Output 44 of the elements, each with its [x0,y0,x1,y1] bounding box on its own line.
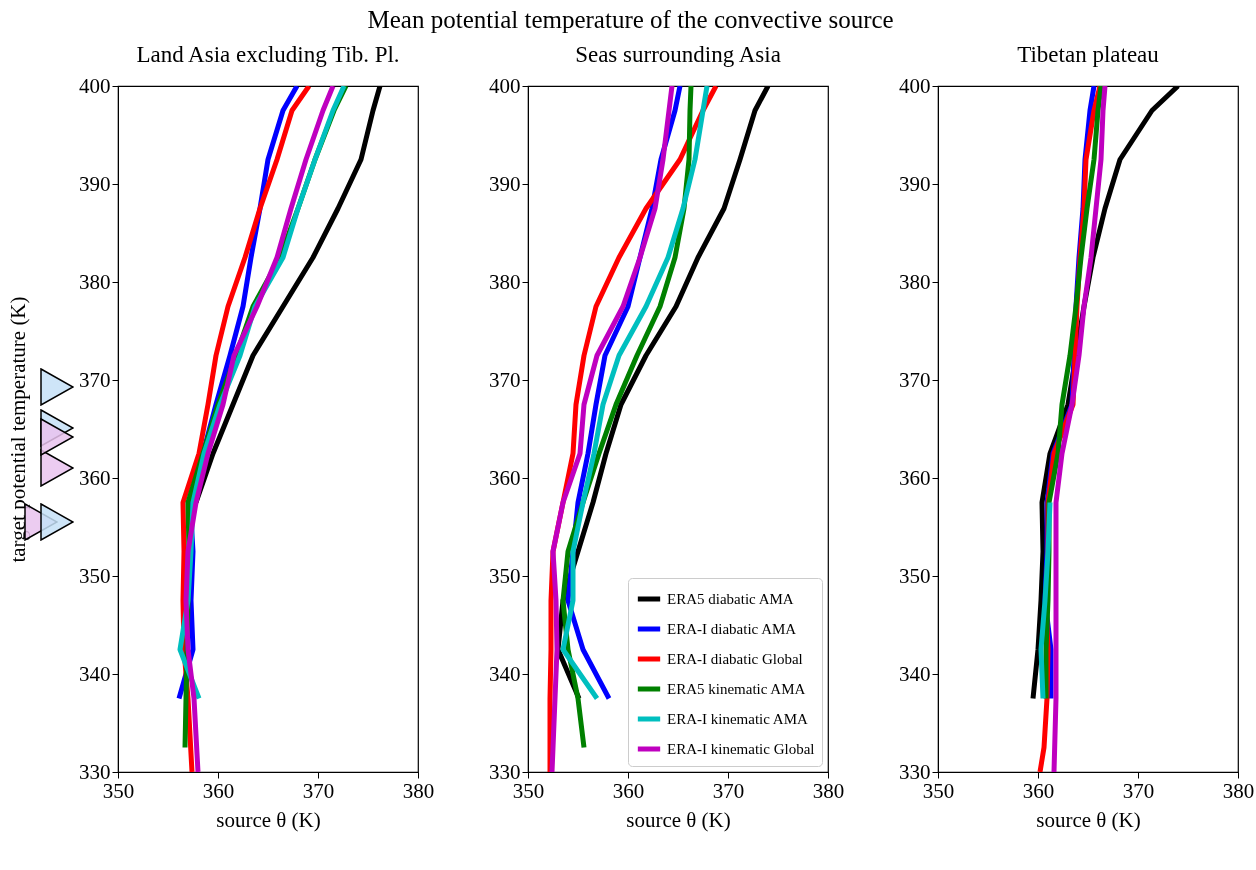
x-tick-label: 360 [1022,778,1055,803]
y-tick-label: 350 [899,563,931,588]
legend-label: ERA-I kinematic AMA [667,711,808,727]
chart-title: Seas surrounding Asia [575,42,781,67]
y-tick-label: 400 [899,73,931,98]
y-axis-title: target potential temperature (K) [6,296,30,563]
text: Mean potential temperature of the convective source [367,6,894,34]
x-tick-label: 370 [1122,778,1155,803]
y-tick-label: 390 [899,171,931,196]
y-tick-label: 390 [489,171,521,196]
y-tick-label: 360 [489,465,521,490]
y-tick-label: 350 [489,563,521,588]
y-tick-label: 370 [899,367,931,392]
x-tick-label: 370 [302,778,335,803]
y-tick-label: 400 [489,73,521,98]
x-axis-title: source θ (K) [1036,807,1141,832]
x-tick-label: 370 [712,778,745,803]
x-tick-label: 380 [812,778,845,803]
x-tick-label: 360 [202,778,235,803]
y-tick-label: 400 [79,73,111,98]
y-tick-label: 340 [899,661,931,686]
x-axis-title: source θ (K) [216,807,321,832]
y-tick-label: 340 [79,661,111,686]
chart-title: Tibetan plateau [1017,42,1160,67]
y-tick-label: 340 [489,661,521,686]
legend-label: ERA-I diabatic Global [667,651,803,667]
y-tick-label: 380 [489,269,521,294]
y-tick-label: 360 [899,465,931,490]
y-tick-label: 370 [79,367,111,392]
y-tick-label: 370 [489,367,521,392]
y-tick-label: 380 [899,269,931,294]
x-axis-title: source θ (K) [626,807,731,832]
y-tick-label: 390 [79,171,111,196]
chart-title: Land Asia excluding Tib. Pl. [136,42,400,67]
y-tick-label: 350 [79,563,111,588]
x-tick-label: 380 [402,778,435,803]
x-tick-label: 380 [1222,778,1255,803]
legend-label: ERA-I diabatic AMA [667,621,797,637]
x-tick-label: 360 [612,778,645,803]
legend-label: ERA-I kinematic Global [667,741,815,757]
y-tick-label: 360 [79,465,111,490]
legend-label: ERA5 kinematic AMA [667,681,806,697]
y-tick-label: 380 [79,269,111,294]
legend-label: ERA5 diabatic AMA [667,591,794,607]
